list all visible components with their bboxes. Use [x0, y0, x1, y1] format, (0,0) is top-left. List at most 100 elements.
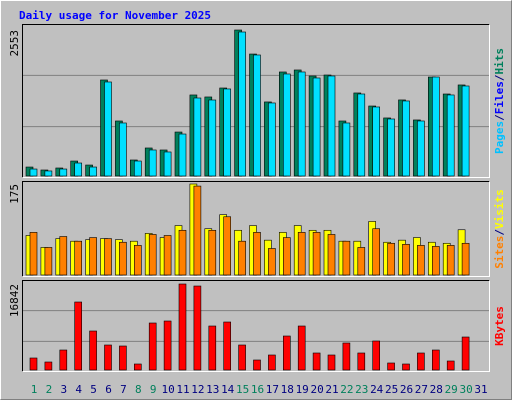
bar	[268, 248, 276, 276]
bar	[446, 360, 455, 371]
bar	[312, 77, 321, 177]
bar	[297, 232, 306, 276]
bar	[59, 349, 68, 371]
x-tick-label: 23	[355, 383, 368, 396]
bar	[104, 81, 112, 177]
bar	[208, 325, 217, 371]
bar	[74, 240, 82, 276]
x-tick-label: 4	[75, 383, 82, 396]
bar	[357, 352, 366, 371]
bar	[268, 354, 276, 371]
x-tick-label: 27	[415, 383, 428, 396]
bar	[163, 320, 172, 371]
plot-bevel-light	[22, 181, 490, 277]
bar	[74, 301, 82, 371]
x-tick-label: 25	[385, 383, 398, 396]
bar	[327, 75, 336, 177]
x-tick-label: 24	[370, 383, 384, 396]
bar	[104, 238, 112, 276]
bar	[163, 235, 172, 276]
legend: Pages/Files/Hits	[493, 48, 506, 154]
y-tick-label: 16842	[8, 284, 21, 317]
bar	[238, 31, 246, 177]
bar	[312, 232, 321, 276]
legend-entry: Visits	[493, 189, 506, 229]
x-tick-label: 22	[340, 383, 353, 396]
x-tick-label: 2	[46, 383, 53, 396]
y-tick-label: 175	[8, 184, 21, 204]
bar	[387, 362, 395, 371]
legend-separator: /	[493, 74, 506, 81]
bar	[238, 240, 246, 276]
bar	[29, 168, 38, 177]
bar	[342, 122, 351, 177]
legend-entry: Sites	[493, 236, 506, 269]
y-tick-label: 2553	[8, 30, 21, 57]
x-tick-label: 10	[161, 383, 174, 396]
bar	[342, 240, 351, 276]
x-tick-label: 31	[474, 383, 487, 396]
plot-area	[22, 280, 490, 372]
bar	[372, 228, 381, 276]
bar	[134, 363, 142, 371]
bar	[297, 325, 306, 371]
x-tick-label: 20	[310, 383, 323, 396]
bar	[446, 245, 455, 276]
bar	[387, 118, 395, 177]
bar	[431, 246, 440, 276]
bar	[89, 166, 97, 177]
x-tick-label: 15	[236, 383, 249, 396]
bar	[282, 237, 291, 276]
bar	[282, 335, 291, 371]
plot-bevel-dark	[22, 181, 490, 277]
x-tick-label: 7	[120, 383, 127, 396]
chart-title: Daily usage for November 2025	[19, 9, 211, 22]
bar	[193, 285, 202, 371]
x-tick-label: 29	[445, 383, 458, 396]
bar	[193, 185, 202, 276]
bar	[357, 247, 366, 276]
bar	[297, 71, 306, 177]
bar	[193, 97, 202, 177]
bar	[208, 229, 217, 276]
bar	[148, 234, 157, 276]
bar	[134, 160, 142, 177]
x-tick-label: 17	[266, 383, 279, 396]
legend: KBytes	[493, 306, 506, 346]
x-tick-label: 11	[176, 383, 189, 396]
bar	[148, 149, 157, 177]
bar	[372, 340, 381, 371]
plot-bevel-light	[22, 280, 490, 372]
bar	[417, 120, 425, 177]
bar	[417, 352, 425, 371]
x-tick-label: 13	[206, 383, 219, 396]
bar	[178, 283, 187, 371]
bar	[327, 354, 336, 371]
bar	[74, 162, 82, 177]
bar	[223, 88, 231, 177]
x-tick-label: 1	[31, 383, 38, 396]
x-tick-label: 12	[191, 383, 204, 396]
bar	[461, 242, 470, 276]
x-tick-label: 26	[400, 383, 413, 396]
bar	[178, 229, 187, 276]
bar	[59, 236, 68, 276]
x-tick-label: 28	[430, 383, 443, 396]
bar	[402, 100, 410, 177]
bar	[402, 363, 410, 371]
bar	[208, 99, 217, 177]
bar	[387, 242, 395, 276]
x-tick-label: 18	[281, 383, 294, 396]
x-tick-label: 8	[135, 383, 142, 396]
bar	[44, 361, 53, 371]
bar	[431, 76, 440, 177]
x-tick-label: 3	[60, 383, 67, 396]
bar	[357, 93, 366, 177]
bar	[119, 241, 127, 276]
bar	[461, 85, 470, 177]
bar	[402, 244, 410, 276]
bar	[29, 357, 38, 371]
x-tick-label: 19	[296, 383, 309, 396]
legend-entry: Pages	[493, 121, 506, 154]
